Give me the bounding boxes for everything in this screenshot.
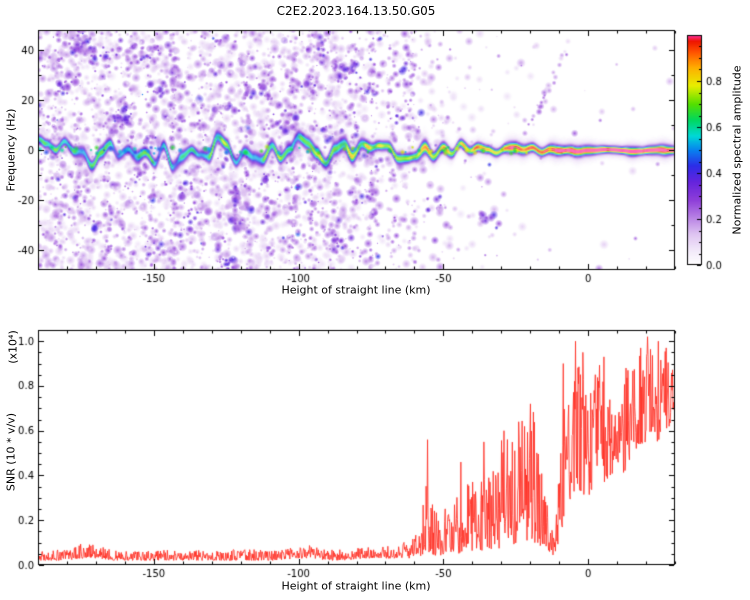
spectrogram-ylabel: Frequency (Hz) <box>4 108 18 192</box>
colorbar-label: Normalized spectral amplitude <box>730 65 744 235</box>
figure-title: C2E2.2023.164.13.50.G05 <box>276 4 436 18</box>
snr-xlabel: Height of straight line (km) <box>281 579 431 593</box>
spectrogram-xlabel: Height of straight line (km) <box>281 283 431 297</box>
snr-ylabel: SNR (10 * v/v) <box>4 412 18 492</box>
snr-scale-note: (x10⁴) <box>6 330 20 364</box>
